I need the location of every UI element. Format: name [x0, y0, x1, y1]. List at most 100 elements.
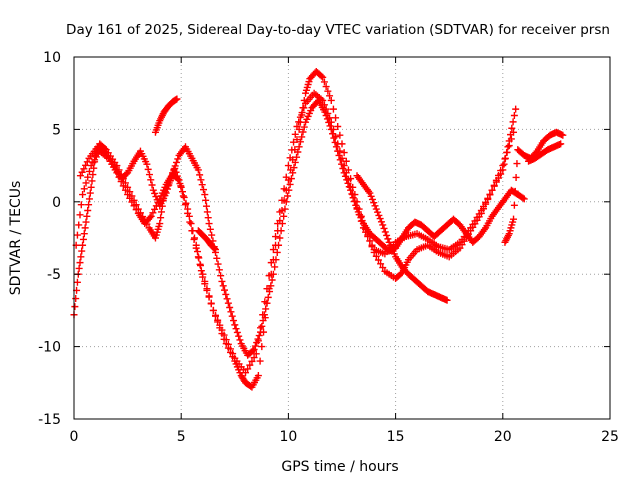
- data-point-dense: [376, 215, 384, 223]
- data-point: [557, 140, 565, 148]
- data-point-dense: [146, 214, 154, 222]
- data-point: [124, 191, 132, 199]
- data-point-dense: [510, 111, 518, 119]
- data-point-dense: [128, 198, 136, 206]
- data-point: [201, 191, 209, 199]
- data-point-dense: [320, 78, 328, 86]
- data-point-dense: [336, 131, 344, 139]
- data-point: [293, 123, 301, 131]
- x-tick-label: 10: [279, 429, 297, 445]
- data-point: [295, 143, 303, 151]
- x-tick-label: 0: [70, 429, 79, 445]
- data-point: [559, 131, 567, 139]
- data-point-dense: [244, 365, 252, 373]
- data-point: [282, 198, 290, 206]
- data-point-dense: [294, 148, 302, 156]
- data-point-dense: [344, 179, 352, 187]
- data-point: [212, 246, 220, 254]
- data-point-dense: [272, 256, 280, 264]
- data-point: [231, 321, 239, 329]
- data-point-dense: [371, 202, 379, 210]
- data-point-dense: [130, 202, 138, 210]
- data-point: [242, 369, 250, 377]
- data-point-dense: [331, 138, 339, 146]
- data-point-dense: [256, 357, 264, 365]
- data-point-dense: [370, 199, 378, 207]
- data-point: [184, 205, 192, 213]
- data-point-dense: [348, 190, 356, 198]
- data-point-dense: [195, 254, 203, 262]
- data-point-dense: [330, 134, 338, 142]
- data-point-dense: [293, 153, 301, 161]
- y-tick-label: -15: [38, 412, 61, 428]
- data-point-dense: [503, 149, 511, 157]
- data-point-dense: [223, 295, 231, 303]
- data-point-dense: [282, 173, 290, 181]
- data-point-dense: [290, 164, 298, 172]
- data-point: [327, 125, 335, 133]
- data-point-dense: [172, 158, 180, 166]
- data-point-dense: [267, 259, 275, 267]
- data-point-dense: [510, 201, 518, 209]
- data-point-dense: [336, 156, 344, 164]
- data-point-dense: [233, 328, 241, 336]
- data-point-dense: [80, 230, 88, 238]
- data-point-dense: [78, 247, 86, 255]
- data-point-dense: [509, 118, 517, 126]
- data-point-dense: [227, 345, 235, 353]
- data-point-dense: [285, 186, 293, 194]
- data-point-dense: [329, 130, 337, 138]
- data-point-dense: [258, 322, 266, 330]
- data-point-dense: [250, 354, 258, 362]
- y-tick-label: -5: [47, 267, 61, 283]
- data-point-dense: [217, 272, 225, 280]
- data-point-dense: [147, 176, 155, 184]
- data-point-dense: [145, 171, 153, 179]
- data-point-dense: [212, 311, 220, 319]
- data-point-dense: [167, 173, 175, 181]
- ticks: 0 5 10 15 20 25 -15 -10 -5 0 5 10: [38, 50, 619, 445]
- data-point-dense: [272, 233, 280, 241]
- data-point-dense: [384, 235, 392, 243]
- data-point-dense: [77, 253, 85, 261]
- data-point-dense: [144, 165, 152, 173]
- data-point-dense: [273, 248, 281, 256]
- data-point-dense: [340, 149, 348, 157]
- data-point-dense: [368, 195, 376, 203]
- data-point: [499, 166, 507, 174]
- data-point-dense: [177, 182, 185, 190]
- data-point-dense: [85, 195, 93, 203]
- data-point-dense: [80, 185, 88, 193]
- data-point-dense: [196, 260, 204, 268]
- data-point-dense: [75, 264, 83, 272]
- data-point-dense: [281, 205, 289, 213]
- data-point-dense: [383, 231, 391, 239]
- data-point-dense: [180, 193, 188, 201]
- x-tick-label: 25: [601, 429, 619, 445]
- data-point-dense: [262, 305, 270, 313]
- data-point-dense: [254, 335, 262, 343]
- data-point-dense: [199, 186, 207, 194]
- data-point-dense: [76, 211, 84, 219]
- data-point-dense: [290, 138, 298, 146]
- data-point-dense: [484, 194, 492, 202]
- data-point-dense: [267, 282, 275, 290]
- data-point-dense: [213, 254, 221, 262]
- data-point: [254, 372, 262, 380]
- data-point-dense: [86, 189, 94, 197]
- data-point: [269, 270, 277, 278]
- data-point: [284, 162, 292, 170]
- data-point-dense: [332, 143, 340, 151]
- data-point: [505, 137, 513, 145]
- data-point-dense: [497, 170, 505, 178]
- data-point-dense: [151, 189, 159, 197]
- data-point-dense: [198, 181, 206, 189]
- y-axis-label: SDTVAR / TECUs: [8, 181, 24, 296]
- data-points: [70, 67, 567, 391]
- data-point: [83, 212, 91, 220]
- data-point: [194, 166, 202, 174]
- data-point-dense: [193, 248, 201, 256]
- data-point-dense: [482, 198, 490, 206]
